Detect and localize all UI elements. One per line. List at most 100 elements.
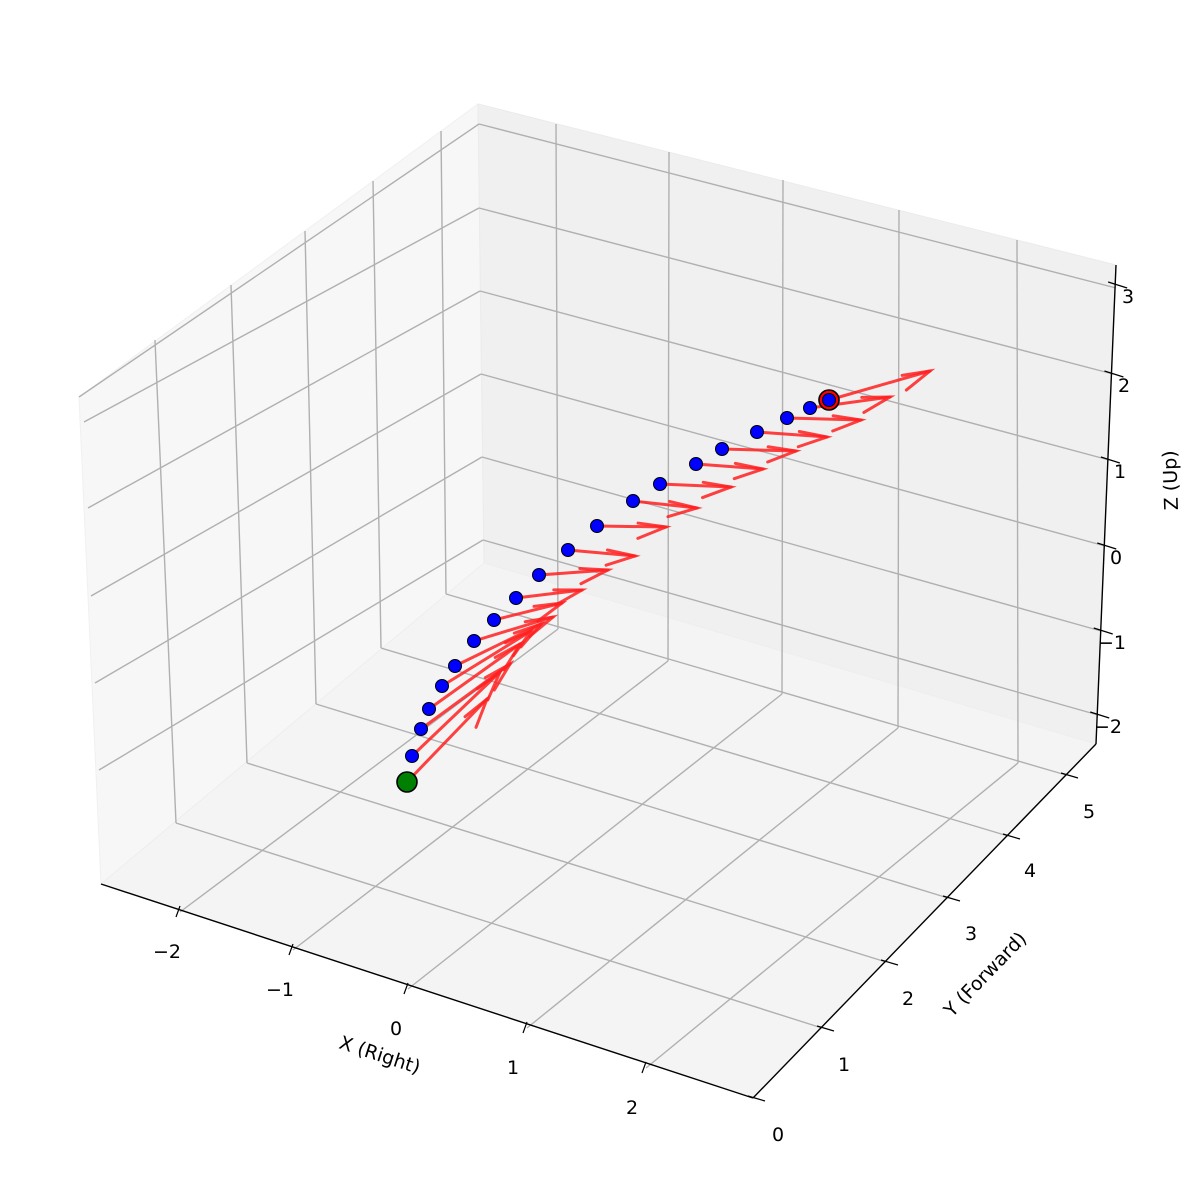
- start-point-marker: [396, 771, 418, 793]
- z-axis-line: [1095, 264, 1117, 745]
- z-tick: [1100, 456, 1121, 464]
- z-tick-label: 1: [1114, 461, 1126, 483]
- trajectory-point: [653, 477, 667, 491]
- y-gridline-floor: [246, 762, 887, 963]
- x-axis-line: [100, 883, 754, 1099]
- direction-arrow-shaft: [419, 662, 512, 731]
- direction-arrow-shaft: [427, 642, 522, 711]
- y-gridline-floor: [380, 647, 1009, 837]
- tick-labels: −2 −1 0 1 2 0 1 2 3 4 5 3 2 1 0 −1 −2: [153, 286, 1134, 1146]
- x-tick: [403, 982, 409, 995]
- x-gridline-wall: [555, 123, 559, 630]
- y-tick: [816, 1025, 835, 1032]
- direction-arrow-head: [796, 429, 833, 449]
- direction-arrow-head: [860, 395, 896, 414]
- z-gridline-left: [90, 373, 482, 597]
- x-gridline-wall: [781, 179, 784, 695]
- x-tick: [641, 1061, 647, 1074]
- trajectory-point: [487, 613, 501, 627]
- z-gridline-left: [87, 290, 481, 509]
- x-gridline-floor: [407, 693, 783, 990]
- x-tick-label: −1: [266, 979, 294, 1001]
- y-tick-label: 2: [902, 988, 914, 1010]
- x-tick-label: 1: [507, 1057, 519, 1079]
- y-gridline-wall: [154, 339, 177, 824]
- y-gridline-floor: [175, 822, 823, 1029]
- y-gridline-wall: [304, 230, 317, 705]
- z-gridline-left: [98, 539, 484, 771]
- direction-arrow-shaft: [453, 622, 543, 668]
- direction-arrow-head: [604, 548, 641, 567]
- y-gridline-wall: [440, 130, 447, 595]
- z-tick-label: −2: [1094, 716, 1122, 738]
- trajectory-point: [422, 702, 436, 716]
- x-tick-label: −2: [153, 941, 181, 963]
- direction-arrow-head: [552, 588, 588, 607]
- trajectory-point: [414, 722, 428, 736]
- z-tick-label: −1: [1098, 632, 1126, 654]
- trajectory-point: [689, 457, 703, 471]
- tick-marks: [175, 281, 1128, 1102]
- trajectory-point: [750, 425, 764, 439]
- direction-arrow-shaft: [410, 670, 502, 758]
- direction-arrow-head: [831, 414, 867, 433]
- direction-arrow-head: [512, 620, 546, 649]
- x-gridline-wall: [1016, 239, 1019, 764]
- direction-arrows: [405, 368, 936, 784]
- trajectory-point: [405, 749, 419, 763]
- z-gridline-back: [478, 207, 1114, 375]
- y-axis-label: Y (Forward): [939, 928, 1031, 1022]
- z-tick: [1107, 281, 1128, 289]
- trajectory-point: [435, 679, 449, 693]
- trajectory-point: [448, 659, 462, 673]
- trajectory-point: [715, 442, 729, 456]
- z-gridline-back: [478, 123, 1117, 289]
- direction-arrow-head: [483, 659, 515, 692]
- z-gridline-left: [94, 456, 483, 684]
- z-tick: [1090, 711, 1110, 719]
- x-gridline-floor: [526, 727, 899, 1029]
- direction-arrow-shaft: [720, 447, 798, 453]
- z-gridline-left: [78, 123, 480, 398]
- y-tick: [747, 1095, 766, 1102]
- z-tick-label: 0: [1110, 547, 1122, 569]
- y-tick: [880, 959, 899, 966]
- trajectory-point: [626, 494, 640, 508]
- axis-lines: [100, 264, 1117, 1099]
- y-tick-label: 4: [1024, 860, 1036, 882]
- z-tick: [1104, 370, 1124, 378]
- trajectory-point: [803, 401, 817, 415]
- trajectory-point: [509, 591, 523, 605]
- y-tick: [1002, 833, 1021, 840]
- z-tick-label: 3: [1122, 286, 1134, 308]
- trajectory-point: [561, 543, 575, 557]
- trajectory-point: [780, 411, 794, 425]
- y-tick: [1060, 772, 1079, 779]
- y-gridline-floor: [445, 593, 1067, 776]
- x-tick-label: 2: [626, 1097, 638, 1119]
- x-tick: [288, 943, 294, 956]
- direction-arrow-head: [701, 480, 737, 500]
- trajectory-point: [467, 634, 481, 648]
- x-gridline-wall: [667, 151, 670, 662]
- x-gridline-floor: [292, 660, 669, 951]
- z-tick-label: 2: [1118, 375, 1130, 397]
- direction-arrow-head: [523, 614, 559, 638]
- x-gridline-wall: [897, 209, 900, 729]
- direction-arrow-head: [666, 499, 703, 519]
- y-gridline-wall: [372, 180, 382, 649]
- y-tick: [942, 895, 961, 902]
- z-gridline-back: [479, 290, 1110, 461]
- trajectory-point: [590, 519, 604, 533]
- trajectory-point: [532, 568, 546, 582]
- direction-arrow-head: [578, 567, 614, 586]
- y-gridline-floor: [315, 703, 949, 899]
- y-axis-line: [752, 743, 1097, 1099]
- direction-arrow-head: [732, 461, 769, 481]
- direction-arrow-shaft: [785, 416, 863, 422]
- direction-arrow-head: [900, 368, 936, 392]
- gridlines: [78, 123, 1117, 1069]
- y-tick-label: 5: [1083, 801, 1095, 823]
- x-tick-label: 0: [390, 1018, 402, 1040]
